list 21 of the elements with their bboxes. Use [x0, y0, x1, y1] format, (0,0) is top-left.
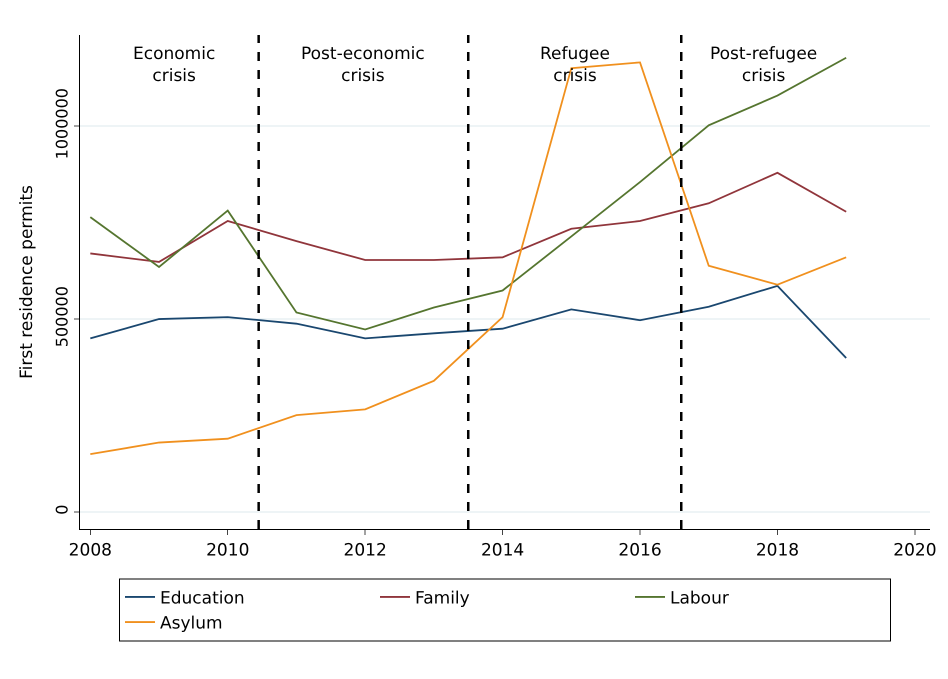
y-tick-label: 0: [52, 504, 72, 515]
x-tick-label: 2018: [756, 540, 800, 560]
x-tick-label: 2020: [893, 540, 937, 560]
x-tick-label: 2008: [68, 540, 112, 560]
annotation: Post-economic crisis: [301, 44, 425, 86]
annotation: Economic crisis: [133, 44, 216, 86]
legend-label: Education: [160, 588, 245, 609]
legend-label: Labour: [670, 588, 729, 609]
x-tick-label: 2014: [480, 540, 524, 560]
y-axis-title: First residence permits: [17, 184, 38, 379]
line-series: [89, 62, 848, 456]
legend-label: Family: [415, 588, 470, 609]
line-series: [89, 172, 848, 263]
x-tick-label: 2010: [206, 540, 250, 560]
x-tick-label: 2012: [344, 540, 387, 560]
line-series: [89, 284, 848, 359]
y-tick-label: 500000: [52, 286, 72, 348]
y-tick-label: 1000000: [52, 88, 72, 160]
x-tick-label: 2016: [618, 540, 662, 560]
legend-label: Asylum: [160, 614, 223, 634]
annotation: Post-refugee crisis: [710, 44, 818, 86]
